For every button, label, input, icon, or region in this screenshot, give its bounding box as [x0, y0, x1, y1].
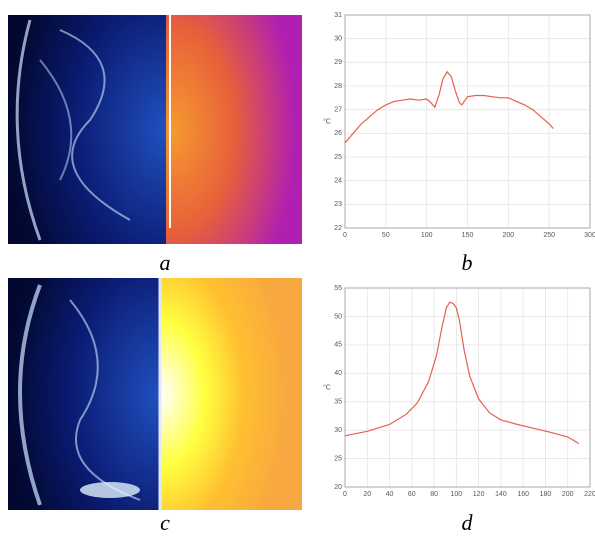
image-a: [8, 15, 302, 244]
x-tick-label: 100: [451, 491, 463, 498]
y-tick-label: 24: [334, 178, 342, 185]
y-tick-label: 55: [334, 285, 342, 292]
x-tick-label: 220: [584, 491, 595, 498]
x-tick-label: 300: [584, 232, 595, 239]
x-tick-label: 120: [473, 491, 485, 498]
y-tick-label: 30: [334, 36, 342, 43]
image-c: [8, 278, 302, 510]
plot-frame: [344, 14, 591, 229]
y-tick-label: 27: [334, 107, 342, 114]
panel-label: d: [462, 510, 474, 535]
y-tick-label: 50: [334, 313, 342, 320]
y-tick-label: 20: [334, 484, 342, 491]
y-tick-label: 35: [334, 399, 342, 406]
x-tick-label: 200: [562, 491, 574, 498]
x-tick-label: 100: [421, 232, 433, 239]
y-tick-label: 28: [334, 83, 342, 90]
plot-frame: [344, 287, 591, 488]
line-series: [344, 301, 580, 445]
x-tick-label: 250: [543, 232, 555, 239]
x-tick-label: 200: [502, 232, 514, 239]
y-tick-label: 26: [334, 130, 342, 137]
x-tick-label: 50: [382, 232, 390, 239]
y-tick-label: 25: [334, 455, 342, 462]
y-tick-label: 25: [334, 154, 342, 161]
y-tick-label: 23: [334, 201, 342, 208]
x-tick-label: 150: [462, 232, 474, 239]
y-tick-label: 30: [334, 427, 342, 434]
x-tick-label: 40: [386, 491, 394, 498]
panel-label: b: [462, 250, 473, 275]
x-tick-label: 0: [343, 491, 347, 498]
line-series: [344, 70, 554, 144]
panel-label: c: [160, 510, 170, 535]
y-axis-label: °C: [323, 383, 331, 391]
x-tick-label: 180: [540, 491, 552, 498]
y-axis-label: °C: [323, 117, 331, 125]
y-tick-label: 31: [334, 12, 342, 19]
x-tick-label: 160: [517, 491, 529, 498]
x-tick-label: 0: [343, 232, 347, 239]
y-tick-label: 40: [334, 370, 342, 377]
panel-label: a: [160, 250, 171, 275]
y-tick-label: 22: [334, 225, 342, 232]
x-tick-label: 20: [363, 491, 371, 498]
y-tick-label: 45: [334, 342, 342, 349]
y-tick-label: 29: [334, 59, 342, 66]
x-tick-label: 140: [495, 491, 507, 498]
x-tick-label: 80: [430, 491, 438, 498]
x-tick-label: 60: [408, 491, 416, 498]
